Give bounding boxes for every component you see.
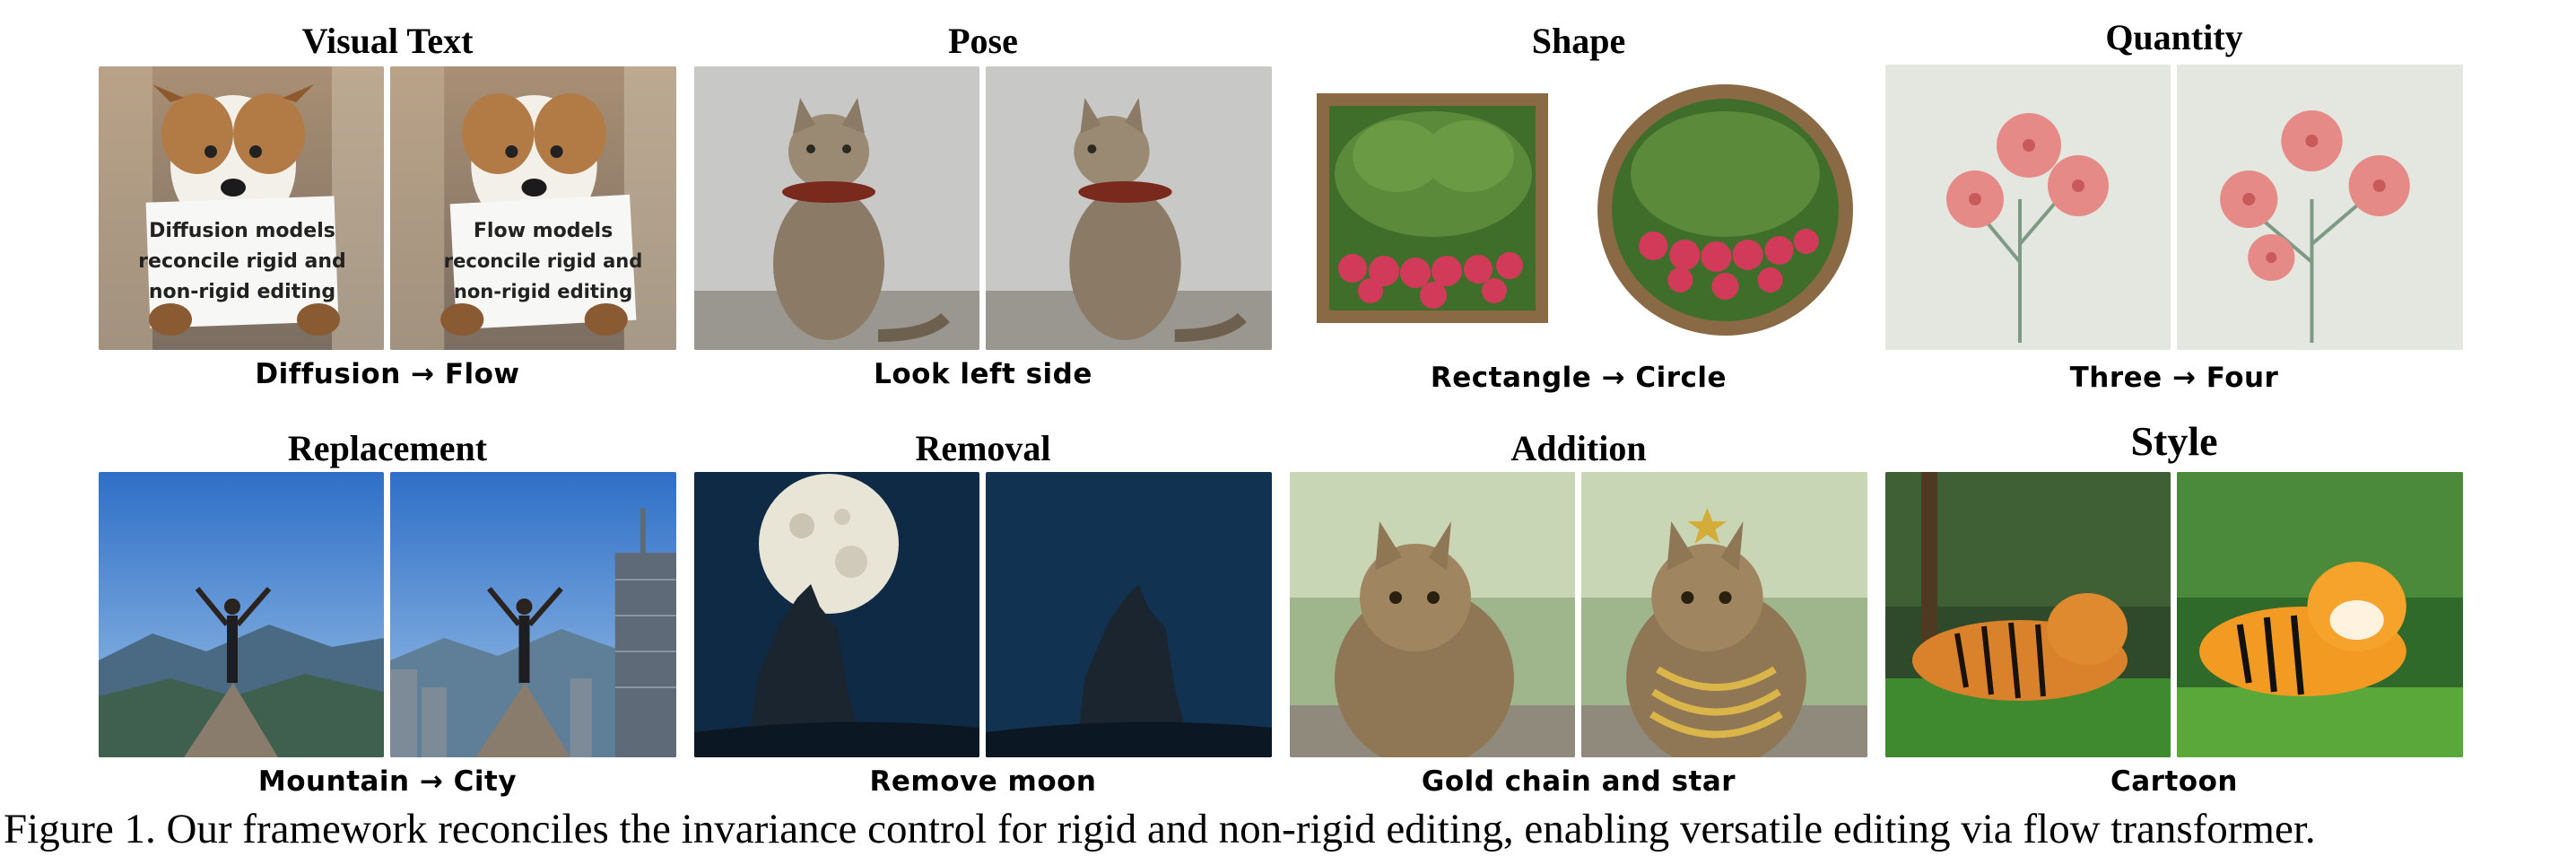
panel-removal: Removal Remove moon <box>694 413 1272 804</box>
sign-text-line: Flow models <box>474 220 613 242</box>
image-tiger-cartoon <box>2177 472 2463 757</box>
image-cat-after <box>986 66 1272 350</box>
sign-text-line: reconcile rigid and <box>138 250 346 273</box>
sign-text-line: Diffusion models <box>149 220 335 242</box>
panel-style: Style Cartoon <box>1885 413 2463 804</box>
sign-text-line: non-rigid editing <box>454 280 632 302</box>
image-dog-after: Flow models reconcile rigid and non-rigi… <box>390 66 676 350</box>
panel-shape: Shape Rectangl <box>1290 0 1867 413</box>
image-wolf-moon <box>694 472 979 757</box>
panel-visual-text: Visual Text Diffusion models reconcile r… <box>99 0 676 413</box>
panel-title: Replacement <box>287 428 488 468</box>
sign-text-line: reconcile rigid and <box>444 249 643 272</box>
panel-title: Removal <box>915 428 1051 468</box>
image-wolf-no-moon <box>986 472 1272 757</box>
panel-caption: Rectangle → Circle <box>1430 362 1727 394</box>
panel-replacement: Replacement Mountain → C <box>99 413 676 804</box>
image-cat-before <box>694 66 979 350</box>
panel-title: Pose <box>948 21 1018 61</box>
panel-title: Quantity <box>2105 17 2243 57</box>
panel-caption: Cartoon <box>2110 765 2238 798</box>
panel-caption: Diffusion → Flow <box>255 358 520 390</box>
sign-text-line: non-rigid editing <box>149 281 335 303</box>
panel-title: Visual Text <box>301 21 474 61</box>
panel-caption: Mountain → City <box>257 765 518 798</box>
image-tiger-photo <box>1885 472 2171 757</box>
panel-caption: Three → Four <box>2069 362 2279 394</box>
image-flowers-three <box>1885 65 2171 350</box>
figure-caption: Figure 1. Our framework reconciles the i… <box>4 806 2316 852</box>
panel-caption: Remove moon <box>869 765 1097 798</box>
image-basket-circle <box>1581 66 1867 350</box>
panel-title: Style <box>2130 418 2218 464</box>
panel-addition: Addition Gold chain and <box>1290 413 1867 804</box>
image-cat-gold-chain <box>1581 472 1867 757</box>
panel-caption: Look left side <box>874 358 1092 390</box>
image-crate-rectangle <box>1290 66 1575 350</box>
image-dog-before: Diffusion models reconcile rigid and non… <box>99 66 384 350</box>
panel-quantity: Quantity Three → Four <box>1885 0 2463 413</box>
panel-title: Addition <box>1510 428 1647 468</box>
panel-caption: Gold chain and star <box>1421 765 1736 798</box>
panel-pose: Pose Look left side <box>694 0 1272 413</box>
image-cat-plain <box>1290 472 1575 757</box>
panel-title: Shape <box>1531 21 1626 61</box>
image-flowers-four <box>2177 65 2463 350</box>
image-city <box>390 472 676 757</box>
image-mountain <box>99 472 384 757</box>
